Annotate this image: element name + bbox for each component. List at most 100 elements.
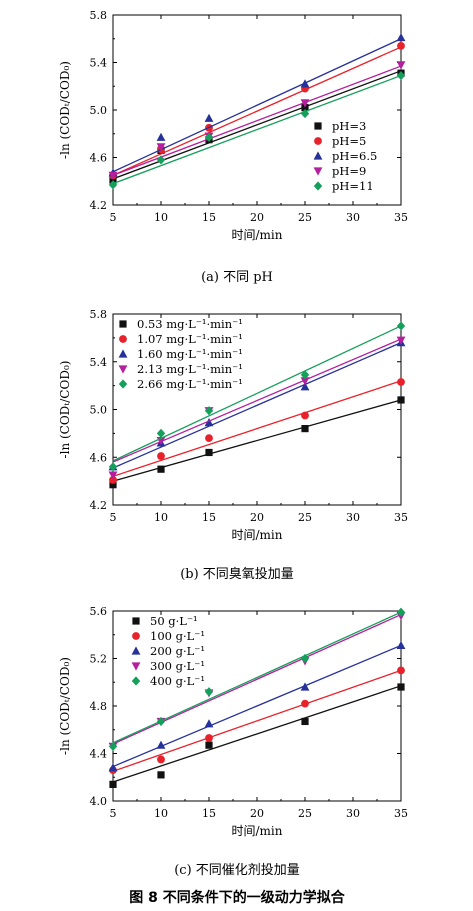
series-1 bbox=[109, 683, 405, 788]
legend-marker bbox=[314, 137, 322, 145]
data-point bbox=[300, 653, 310, 664]
data-point bbox=[300, 79, 310, 88]
chart-1: 5 10 15 20 25 30 35 4.2 4.6 5.0 5.4 5.8 时间/min -ln (C… bbox=[58, 9, 408, 285]
legend-marker bbox=[119, 320, 127, 328]
y-tick-label: 4.0 bbox=[90, 795, 108, 808]
x-tick-label: 10 bbox=[154, 211, 168, 224]
legend-marker bbox=[132, 632, 140, 640]
data-point bbox=[204, 418, 214, 427]
series-5 bbox=[108, 607, 406, 751]
panel-caption: (c) 不同催化剂投加量 bbox=[174, 862, 300, 878]
y-tick-label: 4.6 bbox=[90, 152, 108, 165]
x-tick-label: 25 bbox=[298, 211, 312, 224]
data-point bbox=[396, 61, 406, 70]
legend-marker bbox=[131, 662, 141, 671]
data-point bbox=[156, 740, 166, 749]
legend-label: 2.66 mg·L⁻¹·min⁻¹ bbox=[137, 377, 243, 391]
legend-label: 300 g·L⁻¹ bbox=[150, 659, 205, 673]
data-point bbox=[108, 471, 118, 480]
y-tick-label: 5.4 bbox=[90, 356, 108, 369]
y-axis-label: -ln (CODₜ/COD₀) bbox=[58, 61, 72, 159]
x-tick-label: 25 bbox=[298, 511, 312, 524]
x-axis-label: 时间/min bbox=[232, 528, 283, 542]
data-point bbox=[300, 99, 310, 108]
legend: 0.53 mg·L⁻¹·min⁻¹1.07 mg·L⁻¹·min⁻¹1.60 m… bbox=[118, 317, 243, 391]
data-point bbox=[397, 41, 405, 50]
data-point bbox=[109, 176, 117, 184]
x-tick-label: 5 bbox=[110, 807, 117, 820]
data-point bbox=[205, 741, 213, 749]
y-tick-label: 5.6 bbox=[90, 605, 108, 618]
x-tick-label: 5 bbox=[110, 511, 117, 524]
data-point bbox=[300, 108, 310, 119]
y-tick-label: 4.6 bbox=[90, 451, 108, 464]
x-tick-label: 30 bbox=[346, 211, 360, 224]
x-tick-label: 10 bbox=[154, 807, 168, 820]
y-tick-label: 5.4 bbox=[90, 57, 108, 70]
legend-label: pH=5 bbox=[332, 134, 366, 148]
y-tick-label: 4.2 bbox=[90, 499, 108, 512]
data-point bbox=[204, 406, 214, 416]
data-point bbox=[109, 780, 117, 788]
x-tick-label: 35 bbox=[394, 211, 408, 224]
fit-line bbox=[112, 74, 402, 185]
data-point bbox=[157, 465, 165, 473]
x-tick-label: 15 bbox=[202, 807, 216, 820]
legend-marker bbox=[131, 676, 141, 686]
data-point bbox=[301, 699, 309, 708]
legend-label: pH=3 bbox=[332, 119, 366, 133]
y-tick-label: 5.2 bbox=[90, 653, 108, 666]
data-point bbox=[108, 180, 118, 190]
data-point bbox=[204, 132, 214, 142]
data-point bbox=[396, 32, 406, 42]
figure-caption: 图 8 不同条件下的一级动力学拟合 bbox=[129, 889, 345, 906]
data-point bbox=[108, 763, 118, 772]
panel-caption: (b) 不同臭氧投加量 bbox=[180, 566, 294, 582]
data-point bbox=[157, 452, 165, 460]
legend-label: pH=9 bbox=[332, 164, 366, 178]
series-3 bbox=[108, 640, 406, 772]
legend-label: 50 g·L⁻¹ bbox=[150, 614, 198, 628]
x-tick-label: 10 bbox=[154, 511, 168, 524]
legend-label: 0.53 mg·L⁻¹·min⁻¹ bbox=[137, 317, 243, 331]
legend-label: pH=6.5 bbox=[332, 149, 377, 163]
data-point bbox=[156, 132, 166, 141]
x-axis-label: 时间/min bbox=[232, 824, 283, 838]
data-point bbox=[108, 171, 118, 180]
legend-marker bbox=[131, 646, 141, 655]
fit-line bbox=[112, 325, 402, 462]
data-point bbox=[205, 448, 213, 457]
legend-marker bbox=[118, 379, 128, 389]
data-point bbox=[157, 755, 165, 764]
data-point bbox=[205, 434, 213, 443]
x-tick-label: 30 bbox=[346, 511, 360, 524]
data-point bbox=[397, 378, 405, 386]
data-point bbox=[109, 476, 117, 484]
y-tick-label: 5.0 bbox=[90, 404, 108, 417]
x-tick-label: 15 bbox=[202, 211, 216, 224]
chart-panels: 5 10 15 20 25 30 35 4.2 4.6 5.0 5.4 5.8 时间/min -ln (C… bbox=[58, 9, 408, 878]
data-point bbox=[300, 370, 310, 380]
data-point bbox=[396, 640, 406, 650]
fit-line bbox=[112, 669, 402, 772]
legend-label: 400 g·L⁻¹ bbox=[150, 674, 205, 688]
data-point bbox=[108, 741, 118, 751]
data-point bbox=[156, 143, 166, 152]
y-tick-label: 5.0 bbox=[90, 104, 108, 117]
data-point bbox=[397, 666, 405, 675]
y-axis-label: -ln (CODₜ/COD₀) bbox=[58, 657, 72, 755]
chart-3: 5 10 15 20 25 30 35 4.0 4.4 4.8 5.2 5.6 时间/min -ln (C… bbox=[58, 605, 408, 878]
y-tick-label: 4.2 bbox=[90, 199, 108, 212]
data-point bbox=[109, 481, 117, 489]
data-point bbox=[204, 719, 214, 728]
legend-marker bbox=[118, 349, 128, 358]
legend-label: 1.07 mg·L⁻¹·min⁻¹ bbox=[137, 332, 243, 346]
y-tick-label: 5.8 bbox=[90, 308, 108, 321]
x-tick-label: 20 bbox=[250, 211, 264, 224]
data-point bbox=[156, 428, 166, 438]
data-point bbox=[300, 377, 310, 386]
data-point bbox=[396, 321, 406, 331]
x-tick-label: 20 bbox=[250, 511, 264, 524]
